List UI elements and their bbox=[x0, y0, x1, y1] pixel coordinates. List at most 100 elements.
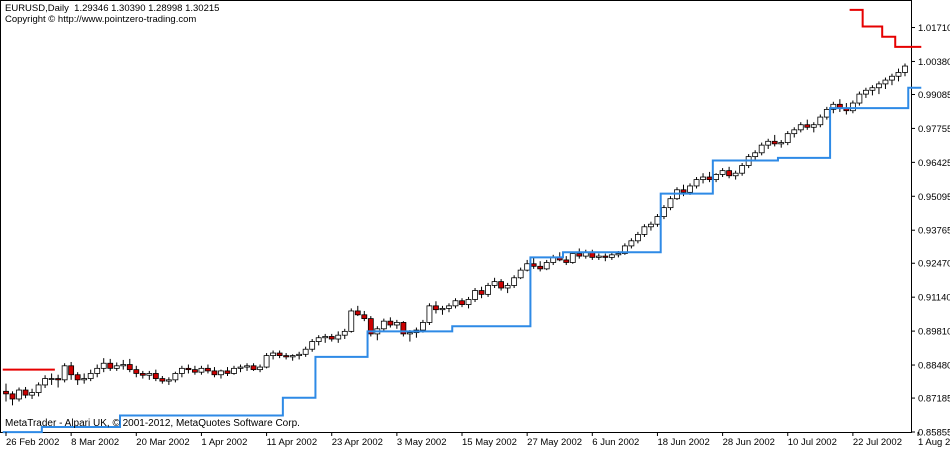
candle bbox=[895, 68, 902, 82]
price-tick-label: 0.95095 bbox=[918, 192, 950, 203]
bull-candle-body bbox=[797, 124, 804, 131]
bull-candle-body bbox=[615, 253, 622, 256]
date-tick-label: 15 May 2002 bbox=[462, 437, 517, 448]
candle bbox=[563, 256, 570, 266]
bull-candle-body bbox=[172, 373, 179, 381]
bull-candle-body bbox=[452, 300, 459, 307]
candle bbox=[791, 127, 798, 138]
candle bbox=[152, 369, 159, 382]
candle bbox=[16, 387, 22, 402]
bear-candle-body bbox=[185, 367, 192, 371]
candles bbox=[3, 63, 908, 406]
bull-candle-body bbox=[667, 198, 674, 209]
bull-candle-body bbox=[719, 170, 726, 175]
candle bbox=[876, 81, 882, 95]
candle bbox=[446, 303, 452, 313]
bear-candle-body bbox=[602, 255, 609, 258]
candle bbox=[797, 122, 804, 133]
bull-candle-body bbox=[765, 140, 772, 146]
copyright-label: Copyright © http://www.pointzero-trading… bbox=[5, 14, 197, 25]
bull-candle-body bbox=[335, 334, 342, 340]
bear-candle-body bbox=[387, 320, 394, 326]
candle bbox=[74, 372, 81, 385]
bull-candle-body bbox=[446, 305, 452, 309]
bull-candle-body bbox=[791, 129, 798, 135]
bull-candle-body bbox=[823, 109, 830, 118]
bull-candle-body bbox=[869, 87, 876, 91]
bull-candle-body bbox=[231, 367, 237, 374]
bull-candle-body bbox=[237, 366, 244, 369]
candle bbox=[882, 77, 889, 90]
candle bbox=[133, 365, 140, 378]
candle bbox=[387, 317, 394, 328]
bear-candle-body bbox=[354, 310, 361, 316]
level-lines bbox=[2, 8, 922, 434]
support-line bbox=[2, 86, 922, 434]
candle bbox=[120, 359, 127, 370]
candle bbox=[784, 131, 791, 146]
bear-candle-body bbox=[68, 365, 75, 376]
bull-candle-body bbox=[81, 378, 88, 381]
bear-candle-body bbox=[192, 369, 198, 373]
candle bbox=[146, 370, 153, 380]
bull-candle-body bbox=[315, 337, 322, 342]
bull-candle-body bbox=[849, 102, 856, 112]
candle bbox=[511, 275, 518, 288]
candle bbox=[178, 365, 185, 378]
bear-candle-body bbox=[706, 176, 713, 180]
candle bbox=[270, 350, 276, 360]
candle bbox=[517, 267, 524, 280]
candle bbox=[648, 221, 654, 231]
bull-candle-body bbox=[882, 79, 889, 85]
candle bbox=[198, 365, 205, 375]
bear-candle-body bbox=[328, 336, 335, 340]
candle bbox=[524, 259, 531, 272]
candle bbox=[569, 252, 576, 264]
bull-candle-body bbox=[406, 332, 413, 335]
bull-candle-body bbox=[608, 254, 615, 258]
candle bbox=[804, 119, 811, 130]
bull-candle-body bbox=[491, 281, 498, 286]
bull-candle-body bbox=[876, 83, 882, 89]
candle bbox=[700, 173, 706, 184]
candle bbox=[732, 170, 739, 180]
price-tick-label: 0.99085 bbox=[918, 90, 950, 101]
bull-candle-body bbox=[732, 172, 739, 177]
candle bbox=[889, 73, 895, 86]
date-tick-label: 11 Apr 2002 bbox=[267, 437, 318, 448]
candle bbox=[752, 150, 759, 161]
candle bbox=[400, 321, 407, 337]
candle bbox=[641, 224, 648, 237]
bull-candle-body bbox=[569, 253, 576, 263]
candle bbox=[139, 370, 146, 379]
bear-candle-body bbox=[159, 378, 166, 382]
candle bbox=[576, 248, 583, 259]
candle bbox=[810, 122, 817, 133]
candle bbox=[465, 296, 472, 309]
candle bbox=[55, 374, 62, 388]
bear-candle-body bbox=[563, 259, 570, 263]
candle bbox=[459, 298, 465, 308]
price-tick-label: 0.92470 bbox=[918, 259, 950, 270]
bull-candle-body bbox=[700, 176, 706, 180]
candle bbox=[550, 254, 557, 266]
bull-candle-body bbox=[595, 255, 602, 258]
platform-footer: MetaTrader - Alpari UK, © 2001-2012, Met… bbox=[5, 418, 300, 429]
bull-candle-body bbox=[178, 367, 185, 374]
date-tick-label: 8 Mar 2002 bbox=[71, 437, 119, 448]
bear-candle-body bbox=[478, 290, 485, 295]
candle bbox=[283, 353, 290, 360]
bull-candle-body bbox=[641, 226, 648, 235]
bear-candle-body bbox=[107, 362, 114, 369]
bull-candle-body bbox=[810, 124, 817, 128]
candle bbox=[602, 253, 609, 262]
candle bbox=[68, 361, 75, 380]
candle bbox=[354, 305, 361, 317]
candle bbox=[42, 375, 48, 388]
candle bbox=[439, 305, 446, 315]
candle bbox=[635, 231, 641, 244]
bull-candle-body bbox=[504, 285, 511, 289]
bull-candle-body bbox=[35, 384, 42, 393]
candle bbox=[87, 369, 94, 382]
